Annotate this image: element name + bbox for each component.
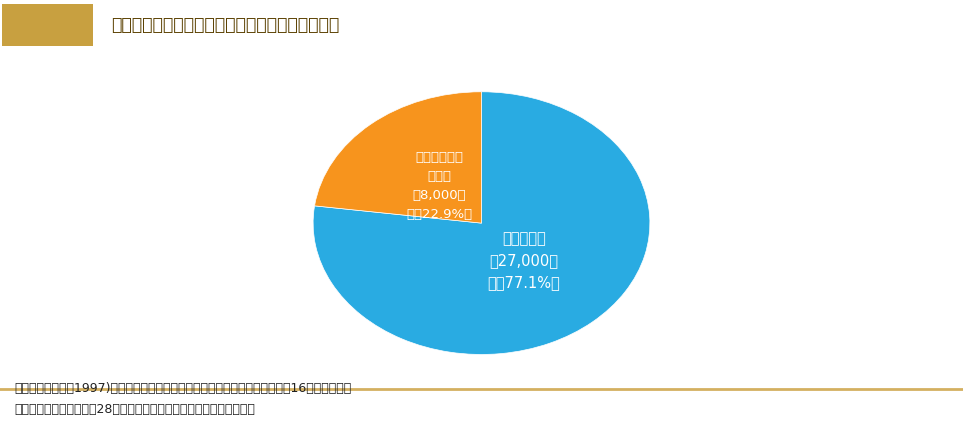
FancyBboxPatch shape — [2, 4, 93, 46]
Wedge shape — [315, 92, 482, 223]
Text: 近隣住民等
約27,000人
（約77.1%）: 近隣住民等 約27,000人 （約77.1%） — [487, 231, 560, 290]
Wedge shape — [313, 92, 650, 354]
Text: 図表1-1-1: 図表1-1-1 — [17, 18, 78, 33]
Text: 内閣府作成（平成28年版防災白書　特集「未来の防災」掲載）: 内閣府作成（平成28年版防災白書 特集「未来の防災」掲載） — [14, 403, 255, 416]
Text: 消防、警察、
自衛隊
約8,000人
（約22.9%）: 消防、警察、 自衛隊 約8,000人 （約22.9%） — [406, 151, 473, 221]
Text: 出典：河田惠昭（1997)「大規模地震災害による人的被害の予測」自然科学第16巻第１号より: 出典：河田惠昭（1997)「大規模地震災害による人的被害の予測」自然科学第16巻… — [14, 381, 351, 394]
Text: 阪神・淡路大震災における救助の主体と救出者数: 阪神・淡路大震災における救助の主体と救出者数 — [111, 16, 339, 34]
